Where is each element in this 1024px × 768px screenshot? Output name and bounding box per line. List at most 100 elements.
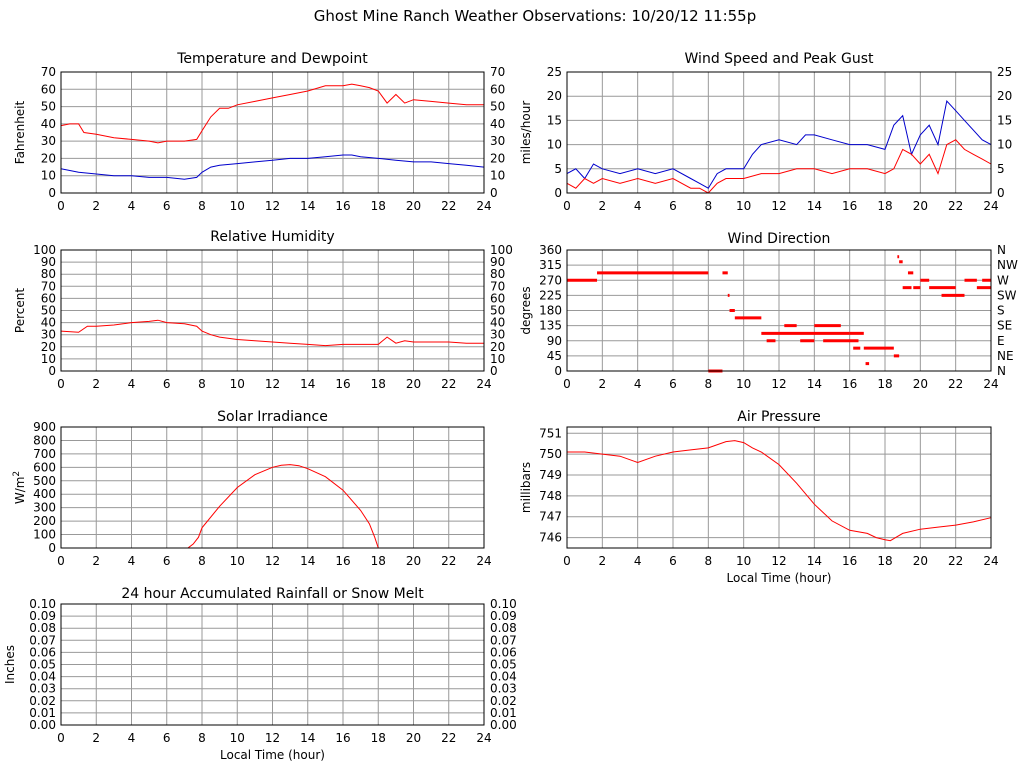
y-tick-label: 750 [539, 447, 562, 461]
right-y-tick-label: 0.04 [490, 670, 517, 684]
right-y-tick-label: 0.02 [490, 694, 517, 708]
y-tick-label: 5 [554, 162, 562, 176]
y-tick-label: 100 [33, 243, 56, 257]
right-y-tick-label: E [997, 334, 1005, 348]
y-tick-label: 900 [33, 420, 56, 434]
y-tick-label: 80 [41, 267, 56, 281]
right-y-tick-label: 20 [490, 340, 505, 354]
y-tick-label: 10 [41, 169, 56, 183]
x-tick-label: 0 [563, 554, 571, 568]
y-tick-label: 60 [41, 291, 56, 305]
y-tick-label: 0 [48, 186, 56, 200]
y-tick-label: 749 [539, 468, 562, 482]
x-tick-label: 8 [198, 554, 206, 568]
x-tick-label: 18 [371, 199, 386, 213]
y-tick-label: 50 [41, 304, 56, 318]
right-y-tick-label: 40 [490, 117, 505, 131]
y-tick-label: 300 [33, 501, 56, 515]
x-tick-label: 22 [441, 731, 456, 745]
y-tick-label: 700 [33, 447, 56, 461]
x-tick-label: 2 [92, 199, 100, 213]
right-y-tick-label: N [997, 364, 1006, 378]
x-tick-label: 6 [163, 554, 171, 568]
wind_speed-series-blue-line [566, 99, 992, 189]
rain-ylabel: Inches [3, 645, 17, 684]
x-tick-label: 2 [92, 731, 100, 745]
x-tick-label: 8 [198, 731, 206, 745]
y-tick-label: 500 [33, 474, 56, 488]
right-y-tick-label: 10 [490, 352, 505, 366]
x-tick-label: 6 [669, 377, 677, 391]
y-tick-label: 0.05 [29, 658, 56, 672]
x-tick-label: 12 [771, 554, 786, 568]
x-tick-label: 12 [771, 377, 786, 391]
y-tick-label: 70 [41, 65, 56, 79]
solar-series-red-line [61, 464, 484, 549]
x-tick-label: 12 [265, 731, 280, 745]
y-tick-label: 40 [41, 316, 56, 330]
x-tick-label: 22 [441, 554, 456, 568]
x-tick-label: 18 [877, 377, 892, 391]
rain-xlabel: Local Time (hour) [220, 748, 325, 762]
right-y-tick-label: 0.00 [490, 718, 517, 732]
x-tick-label: 22 [948, 199, 963, 213]
x-tick-label: 20 [406, 731, 421, 745]
x-tick-label: 18 [877, 554, 892, 568]
y-tick-label: 90 [547, 334, 562, 348]
x-tick-label: 20 [406, 377, 421, 391]
y-tick-label: 0.01 [29, 706, 56, 720]
y-tick-label: 60 [41, 82, 56, 96]
x-tick-label: 24 [476, 377, 491, 391]
x-tick-label: 22 [948, 377, 963, 391]
right-y-tick-label: 15 [997, 113, 1012, 127]
right-y-tick-label: N [997, 243, 1006, 257]
x-tick-label: 4 [634, 199, 642, 213]
x-tick-label: 16 [842, 377, 857, 391]
wind_direction-frame [566, 249, 992, 372]
x-tick-label: 12 [265, 554, 280, 568]
x-tick-label: 18 [371, 377, 386, 391]
y-tick-label: 315 [539, 258, 562, 272]
y-tick-label: 200 [33, 514, 56, 528]
x-tick-label: 12 [265, 199, 280, 213]
pressure-title: Air Pressure [737, 409, 820, 425]
x-tick-label: 10 [230, 731, 245, 745]
x-tick-label: 0 [57, 199, 65, 213]
right-y-tick-label: 5 [997, 162, 1005, 176]
y-tick-label: 45 [547, 349, 562, 363]
right-y-tick-label: 25 [997, 65, 1012, 79]
y-tick-label: 0 [554, 186, 562, 200]
y-tick-label: 0.10 [29, 597, 56, 611]
right-y-tick-label: 0.07 [490, 633, 517, 647]
x-tick-label: 14 [807, 377, 822, 391]
right-y-tick-label: 0.08 [490, 621, 517, 635]
wind_speed-series-red-line [566, 139, 992, 194]
y-tick-label: 20 [41, 151, 56, 165]
y-tick-label: 135 [539, 319, 562, 333]
y-tick-label: 746 [539, 531, 562, 545]
pressure-series-red-line [567, 440, 992, 542]
humidity-ylabel: Percent [13, 288, 27, 333]
x-tick-label: 14 [807, 554, 822, 568]
x-tick-label: 18 [371, 554, 386, 568]
y-tick-label: 10 [547, 138, 562, 152]
y-tick-label: 748 [539, 489, 562, 503]
y-tick-label: 30 [41, 328, 56, 342]
x-tick-label: 6 [669, 199, 677, 213]
x-tick-label: 22 [441, 199, 456, 213]
right-y-tick-label: 0.05 [490, 658, 517, 672]
wind_direction-ylabel: degrees [519, 286, 533, 334]
right-y-tick-label: 10 [490, 169, 505, 183]
x-tick-label: 16 [842, 199, 857, 213]
x-tick-label: 14 [300, 554, 315, 568]
x-tick-label: 6 [163, 377, 171, 391]
x-tick-label: 2 [599, 377, 607, 391]
y-tick-label: 20 [547, 89, 562, 103]
y-tick-label: 360 [539, 243, 562, 257]
right-y-tick-label: SW [997, 288, 1017, 302]
x-tick-label: 10 [230, 554, 245, 568]
